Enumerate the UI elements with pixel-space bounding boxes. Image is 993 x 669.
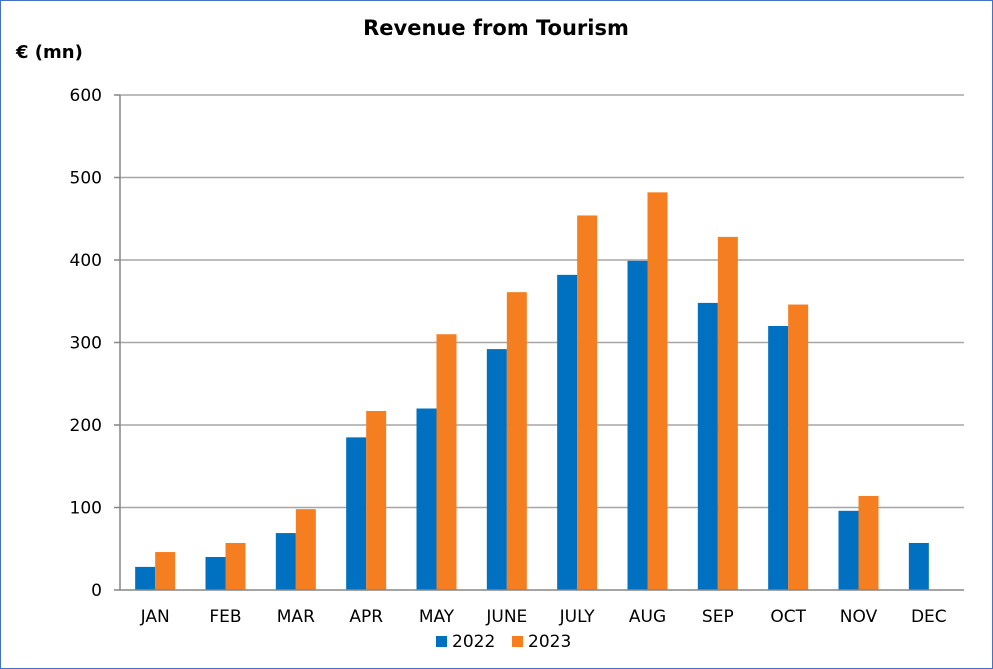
x-tick-label: JULY	[559, 607, 596, 627]
y-tick-label: 600	[70, 86, 102, 106]
bar-2022-july	[557, 274, 578, 590]
bar-2022-feb	[205, 557, 226, 590]
bar-2023-july	[577, 215, 598, 590]
bar-2022-mar	[275, 533, 296, 590]
y-tick-label: 300	[70, 334, 102, 354]
bar-2023-nov	[858, 495, 879, 590]
bar-2022-apr	[346, 437, 367, 590]
legend-label-2023: 2023	[528, 632, 571, 652]
x-tick-label: MAY	[419, 607, 455, 627]
bar-2023-aug	[647, 192, 668, 590]
gridlines	[120, 94, 964, 509]
chart-title: Revenue from Tourism	[363, 16, 629, 40]
y-tick-label: 200	[70, 416, 102, 436]
bar-2022-june	[486, 349, 507, 590]
bar-2022-may	[416, 408, 437, 590]
bar-2023-jan	[155, 552, 176, 590]
y-axis-label: € (mn)	[15, 42, 83, 63]
x-tick-label: MAR	[277, 607, 315, 627]
y-tick-label: 500	[70, 169, 102, 189]
x-tick-label: APR	[349, 607, 383, 627]
bar-2023-oct	[788, 304, 809, 590]
bar-2022-aug	[627, 260, 648, 590]
bar-2022-oct	[768, 326, 789, 590]
y-tick-label: 400	[70, 251, 102, 271]
y-axis-ticks: 0 100 200 300 400 500 600	[70, 86, 120, 601]
bar-2023-may	[436, 334, 457, 590]
legend-swatch-2023	[512, 636, 523, 647]
bar-2023-sep	[717, 236, 738, 590]
x-tick-label: AUG	[629, 607, 666, 627]
x-tick-label: JUNE	[485, 607, 527, 627]
legend-label-2022: 2022	[452, 632, 495, 652]
bars	[135, 192, 929, 590]
y-tick-label: 0	[91, 581, 102, 601]
x-tick-label: OCT	[770, 607, 806, 627]
x-axis-ticks: JAN FEB MAR APR MAY JUNE JULY AUG SEP OCT NOV DEC	[140, 607, 947, 627]
bar-2023-mar	[295, 509, 316, 590]
x-tick-label: DEC	[911, 607, 947, 627]
legend-swatch-2022	[436, 636, 447, 647]
bar-2023-june	[506, 292, 527, 590]
bar-2022-sep	[697, 302, 718, 590]
x-tick-label: FEB	[209, 607, 241, 627]
y-tick-label: 100	[70, 499, 102, 519]
x-tick-label: NOV	[840, 607, 878, 627]
x-tick-label: JAN	[140, 607, 170, 627]
bar-2022-dec	[908, 542, 929, 590]
legend: 2022 2023	[436, 632, 571, 652]
bar-2023-apr	[366, 410, 387, 590]
bar-2022-jan	[135, 566, 156, 590]
x-tick-label: SEP	[702, 607, 734, 627]
bar-2022-nov	[838, 510, 859, 590]
bar-2023-feb	[225, 542, 246, 590]
